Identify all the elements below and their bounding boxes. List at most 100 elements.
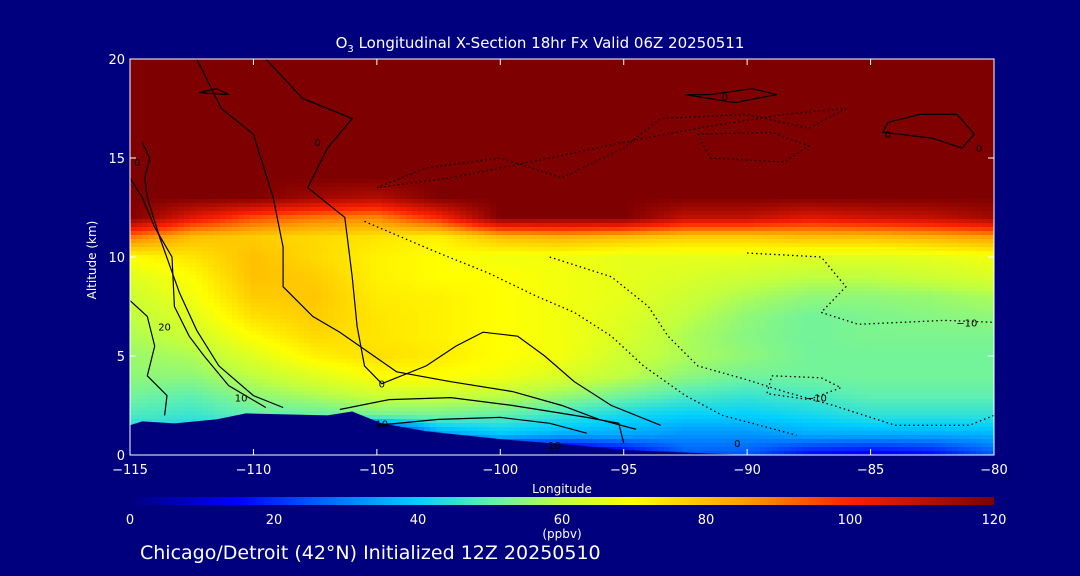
field-cell [262,147,269,152]
field-cell [388,115,395,120]
field-cell [148,255,155,260]
field-cell [244,251,251,256]
field-cell [166,271,173,276]
field-cell [412,383,419,388]
field-cell [358,87,365,92]
field-cell [406,179,413,184]
field-cell [298,335,305,340]
field-cell [202,411,209,416]
field-cell [394,299,401,304]
field-cell [322,183,329,188]
field-cell [214,295,221,300]
field-cell [166,391,173,396]
field-cell [358,287,365,292]
field-cell [238,215,245,220]
field-cell [244,147,251,152]
field-cell [346,295,353,300]
field-cell [292,363,299,368]
field-cell [160,175,167,180]
field-cell [340,103,347,108]
field-cell [142,211,149,216]
field-cell [340,207,347,212]
field-cell [232,243,239,248]
field-cell [214,63,221,68]
field-cell [226,135,233,140]
field-cell [226,259,233,264]
field-cell [160,215,167,220]
field-cell [226,159,233,164]
field-cell [328,307,335,312]
field-cell [202,151,209,156]
field-cell [148,123,155,128]
field-cell [130,99,137,104]
field-cell [370,67,377,72]
field-cell [304,295,311,300]
field-cell [142,199,149,204]
field-cell [388,155,395,160]
field-cell [196,199,203,204]
field-cell [196,115,203,120]
field-cell [184,171,191,176]
field-cell [292,111,299,116]
field-cell [148,283,155,288]
field-cell [244,295,251,300]
field-cell [214,211,221,216]
field-cell [286,239,293,244]
field-cell [232,343,239,348]
field-cell [304,327,311,332]
field-cell [256,191,263,196]
field-cell [262,291,269,296]
field-cell [226,227,233,232]
field-cell [172,139,179,144]
field-cell [190,235,197,240]
field-cell [358,303,365,308]
field-cell [172,383,179,388]
field-cell [388,235,395,240]
field-cell [268,87,275,92]
field-cell [214,235,221,240]
field-cell [184,139,191,144]
field-cell [322,279,329,284]
field-cell [238,199,245,204]
field-cell [184,235,191,240]
field-cell [424,195,431,200]
field-cell [358,79,365,84]
field-cell [406,275,413,280]
field-cell [430,91,437,96]
field-cell [160,183,167,188]
field-cell [220,263,227,268]
field-cell [262,103,269,108]
field-cell [298,227,305,232]
field-cell [430,239,437,244]
field-cell [388,307,395,312]
field-cell [190,203,197,208]
field-cell [370,115,377,120]
field-cell [238,291,245,296]
field-cell [256,303,263,308]
field-cell [382,171,389,176]
field-cell [214,267,221,272]
field-cell [208,287,215,292]
field-cell [394,407,401,412]
field-cell [430,163,437,168]
field-cell [220,131,227,136]
field-cell [340,239,347,244]
field-cell [376,247,383,252]
field-cell [130,111,137,116]
field-cell [190,279,197,284]
field-cell [226,187,233,192]
field-cell [130,383,137,388]
field-cell [352,211,359,216]
field-cell [316,299,323,304]
field-cell [226,183,233,188]
field-cell [322,135,329,140]
field-cell [136,339,143,344]
field-cell [394,319,401,324]
field-cell [232,183,239,188]
field-cell [166,111,173,116]
field-cell [394,187,401,192]
field-cell [340,271,347,276]
field-cell [394,315,401,320]
field-cell [370,383,377,388]
field-cell [274,139,281,144]
